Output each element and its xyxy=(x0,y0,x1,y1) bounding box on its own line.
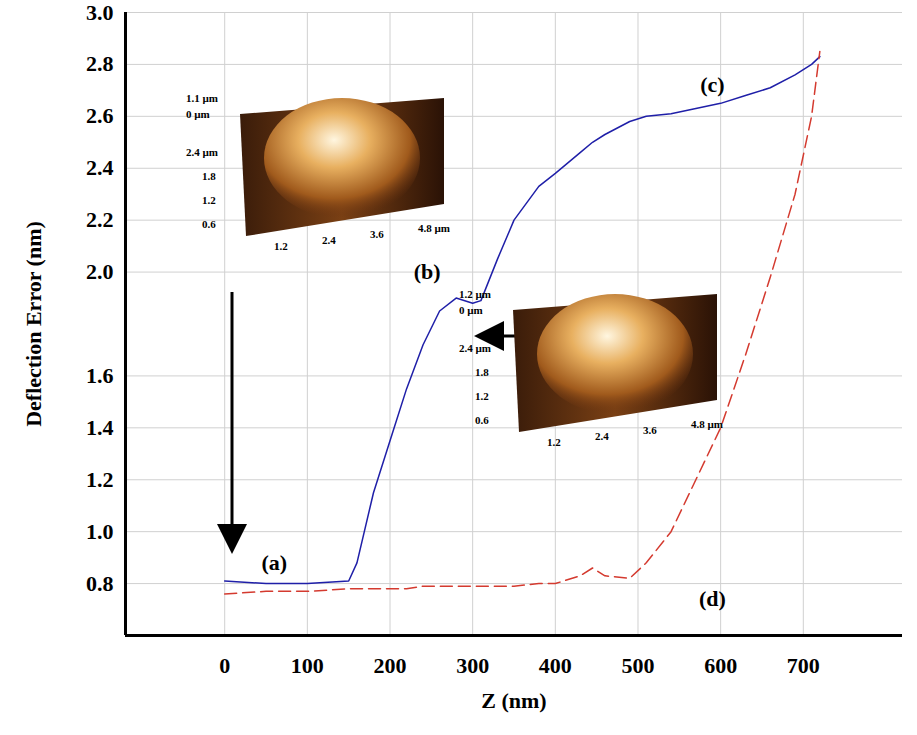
svg-text:700: 700 xyxy=(787,653,820,678)
svg-text:2.8: 2.8 xyxy=(86,51,114,76)
svg-text:Deflection Error (nm): Deflection Error (nm) xyxy=(21,221,46,427)
svg-text:1.2: 1.2 xyxy=(86,467,114,492)
svg-text:600: 600 xyxy=(704,653,737,678)
svg-text:(d): (d) xyxy=(699,586,726,611)
svg-text:3.0: 3.0 xyxy=(86,0,114,25)
svg-text:3.6: 3.6 xyxy=(643,424,657,436)
svg-text:2.6: 2.6 xyxy=(86,103,114,128)
svg-text:1.2: 1.2 xyxy=(202,194,216,206)
svg-text:300: 300 xyxy=(456,653,489,678)
svg-text:0.8: 0.8 xyxy=(86,571,114,596)
svg-text:3.6: 3.6 xyxy=(370,228,384,240)
svg-text:2.4 µm: 2.4 µm xyxy=(186,146,218,158)
svg-text:0.6: 0.6 xyxy=(202,218,216,230)
svg-text:100: 100 xyxy=(291,653,324,678)
svg-text:0: 0 xyxy=(219,653,230,678)
svg-text:(b): (b) xyxy=(414,259,441,284)
svg-text:Z (nm): Z (nm) xyxy=(481,688,546,713)
svg-text:1.6: 1.6 xyxy=(86,363,114,388)
svg-text:2.4: 2.4 xyxy=(86,155,114,180)
svg-text:1.8: 1.8 xyxy=(202,170,216,182)
svg-text:1.8: 1.8 xyxy=(475,366,489,378)
svg-text:0 µm: 0 µm xyxy=(459,304,483,316)
svg-text:0.6: 0.6 xyxy=(475,414,489,426)
svg-text:1.1 µm: 1.1 µm xyxy=(186,92,218,104)
svg-text:2.0: 2.0 xyxy=(86,259,114,284)
svg-text:4.8 µm: 4.8 µm xyxy=(418,222,450,234)
svg-text:500: 500 xyxy=(621,653,654,678)
svg-text:1.2: 1.2 xyxy=(274,240,288,252)
svg-text:2.4: 2.4 xyxy=(595,430,609,442)
svg-text:1.2: 1.2 xyxy=(547,436,561,448)
svg-text:2.4: 2.4 xyxy=(322,234,336,246)
svg-text:1.4: 1.4 xyxy=(86,415,114,440)
svg-text:2.2: 2.2 xyxy=(86,207,114,232)
svg-text:400: 400 xyxy=(539,653,572,678)
svg-text:1.2: 1.2 xyxy=(475,390,489,402)
svg-text:200: 200 xyxy=(374,653,407,678)
svg-text:1.0: 1.0 xyxy=(86,519,114,544)
svg-text:(a): (a) xyxy=(261,550,287,575)
svg-text:1.2 µm: 1.2 µm xyxy=(459,288,491,300)
svg-text:(c): (c) xyxy=(700,72,724,97)
svg-text:2.4 µm: 2.4 µm xyxy=(459,342,491,354)
svg-text:4.8 µm: 4.8 µm xyxy=(691,418,723,430)
svg-text:0 µm: 0 µm xyxy=(186,108,210,120)
